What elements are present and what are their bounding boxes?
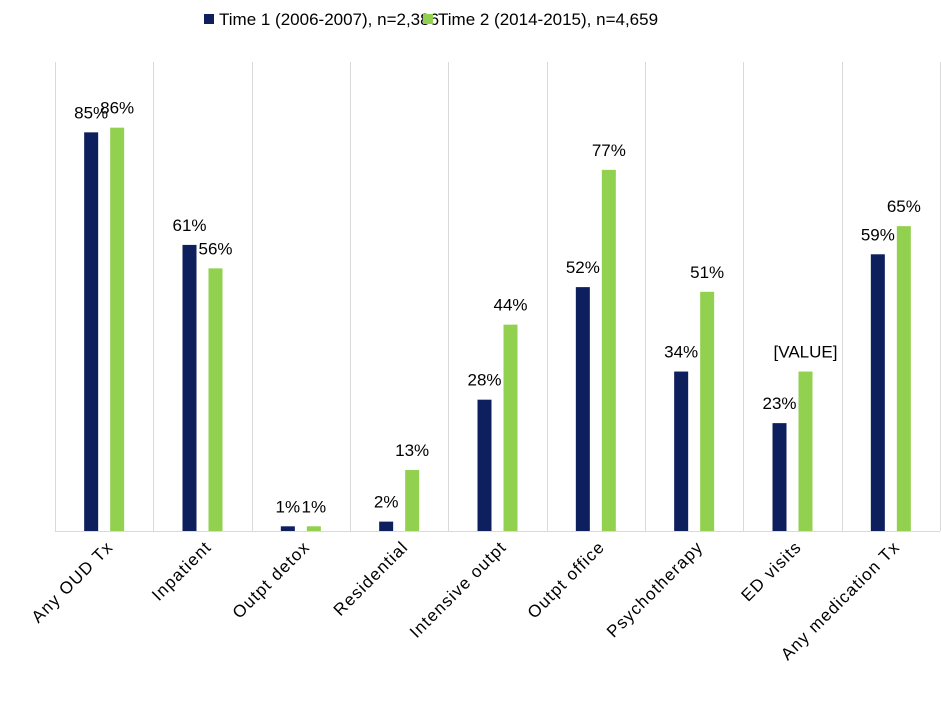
bar-time1	[477, 399, 492, 531]
bar-time2	[306, 526, 321, 531]
data-label: 61%	[172, 216, 206, 235]
data-label: 85%	[74, 103, 108, 122]
data-labels: 85%86% 61% 56% 1% 1% 2% 13% 28% 44% 52% 77% 34% 51% 2…	[74, 99, 921, 517]
data-label: 65%	[887, 197, 921, 216]
data-label: 77%	[592, 141, 626, 160]
bar-time1	[182, 244, 197, 531]
category-label: Outpt office	[524, 537, 609, 622]
data-label: 23%	[762, 394, 796, 413]
category-label: Any OUD Tx	[28, 537, 117, 626]
data-label: 52%	[566, 258, 600, 277]
data-label: 51%	[690, 263, 724, 282]
bar-time2	[798, 371, 813, 531]
data-label: 86%	[100, 99, 134, 118]
bar-time1	[280, 526, 295, 531]
category-label: Inpatient	[148, 537, 215, 604]
category-label: Residential	[330, 537, 412, 619]
legend-label: Time 2 (2014-2015), n=4,659	[438, 10, 658, 29]
data-label: [VALUE]	[774, 343, 838, 362]
bar-time1	[84, 132, 99, 531]
legend-label: Time 1 (2006-2007), n=2,386	[219, 10, 439, 29]
category-label: Psychotherapy	[603, 537, 707, 641]
legend-swatch	[423, 14, 433, 24]
bar-time2	[601, 169, 616, 531]
data-label: 1%	[302, 497, 327, 516]
bar-time1	[379, 521, 394, 531]
data-label: 13%	[395, 441, 429, 460]
category-label: ED visits	[738, 537, 806, 605]
bar-time1	[674, 371, 689, 531]
bar-time2	[503, 324, 518, 531]
data-label: 34%	[664, 343, 698, 362]
data-label: 44%	[493, 296, 527, 315]
bar-time1	[575, 287, 590, 531]
data-label: 56%	[198, 239, 232, 258]
bar-time2	[208, 268, 223, 531]
data-label: 28%	[467, 371, 501, 390]
bar-time2	[405, 470, 420, 531]
bar-time2	[896, 226, 911, 531]
bars	[84, 127, 911, 532]
category-labels: Any OUD Tx Inpatient Outpt detox Residentia…	[28, 537, 904, 664]
data-label: 2%	[374, 493, 399, 512]
bar-time2	[110, 127, 125, 531]
data-label: 59%	[861, 225, 895, 244]
data-label: 1%	[276, 497, 301, 516]
legend-swatch	[204, 14, 214, 24]
bar-time1	[772, 423, 787, 531]
bar-time1	[870, 254, 885, 532]
category-label: Intensive outpt	[406, 537, 510, 641]
category-label: Outpt detox	[229, 537, 314, 622]
bar-time2	[700, 291, 715, 531]
